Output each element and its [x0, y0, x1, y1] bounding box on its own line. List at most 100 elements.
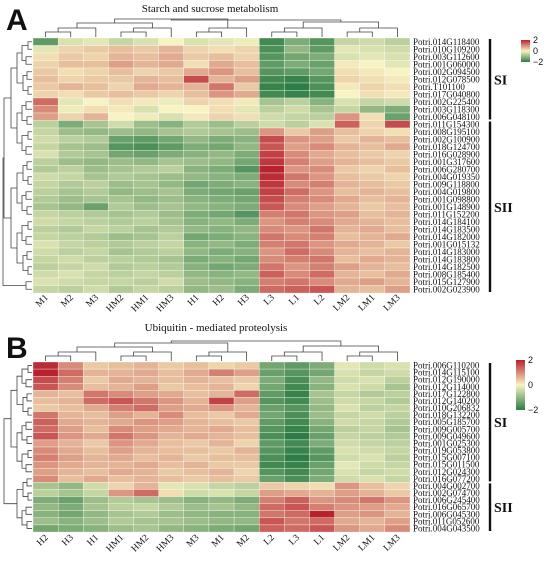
heatmap-cell — [233, 232, 260, 241]
heatmap-cell — [57, 453, 84, 462]
heatmap-cell — [183, 45, 210, 54]
row-label: Potri.014G184100 — [413, 217, 480, 227]
heatmap-cell — [133, 165, 159, 174]
heatmap-cell — [57, 503, 84, 511]
heatmap-cell — [334, 127, 360, 136]
heatmap-cell — [32, 468, 59, 476]
row-label: Potri.019G053800 — [413, 446, 480, 456]
heatmap-cell — [158, 202, 185, 211]
heatmap-cell — [183, 468, 210, 476]
heatmap-cell — [83, 180, 109, 189]
heatmap-cell — [158, 489, 185, 497]
heatmap-cell — [233, 439, 260, 448]
heatmap-cell — [158, 418, 185, 426]
dendrogram-link — [346, 31, 373, 37]
heatmap-cell — [359, 82, 386, 91]
heatmap-cell — [57, 446, 84, 455]
heatmap-cell — [359, 524, 386, 533]
heatmap-cell — [334, 270, 360, 279]
heatmap-cell — [259, 82, 285, 91]
heatmap-cell — [32, 120, 59, 129]
heatmap-cell — [233, 210, 260, 219]
heatmap-cell — [108, 45, 134, 54]
dendrogram-link — [27, 450, 32, 459]
heatmap-cell — [233, 482, 260, 490]
heatmap-cell — [284, 368, 310, 377]
heatmap-cell — [359, 217, 386, 226]
heatmap-cell — [32, 180, 59, 189]
heatmap-cell — [83, 67, 109, 76]
heatmap-cell — [133, 390, 159, 398]
dendrogram-link — [26, 251, 32, 260]
heatmap-cell — [183, 285, 210, 294]
heatmap-cell — [83, 277, 109, 286]
heatmap-cell — [259, 453, 285, 462]
heatmap-cell — [108, 270, 134, 279]
heatmap-cell — [309, 75, 335, 84]
heatmap-cell — [309, 404, 335, 412]
heatmap-cell — [233, 368, 260, 377]
heatmap-cell — [309, 135, 335, 144]
heatmap-cell — [309, 432, 335, 441]
heatmap-cell — [384, 468, 411, 476]
heatmap-cell — [259, 247, 285, 256]
heatmap-cell — [259, 165, 285, 174]
heatmap-cell — [233, 112, 260, 121]
heatmap-cell — [57, 432, 84, 441]
heatmap-cell — [183, 397, 210, 405]
heatmap-cell — [259, 368, 285, 377]
heatmap-cell — [133, 404, 159, 412]
heatmap-cell — [384, 503, 411, 511]
heatmap-cell — [334, 375, 360, 384]
heatmap-cell — [359, 503, 386, 511]
heatmap-cell — [83, 496, 109, 504]
panel-a-heatmap-cells — [32, 37, 411, 294]
heatmap-cell — [133, 82, 159, 91]
heatmap-cell — [57, 247, 84, 256]
heatmap-cell — [183, 489, 210, 497]
dendrogram-link — [208, 351, 248, 361]
heatmap-cell — [133, 127, 159, 136]
heatmap-cell — [208, 232, 235, 241]
heatmap-cell — [359, 489, 386, 497]
heatmap-cell — [108, 105, 134, 114]
heatmap-cell — [384, 262, 411, 271]
heatmap-cell — [183, 217, 210, 226]
heatmap-cell — [57, 383, 84, 391]
row-label: Potri.006G245400 — [413, 495, 480, 505]
heatmap-cell — [233, 475, 260, 483]
heatmap-cell — [133, 468, 159, 476]
heatmap-cell — [83, 475, 109, 483]
heatmap-cell — [259, 517, 285, 526]
heatmap-cell — [259, 468, 285, 476]
heatmap-cell — [158, 52, 185, 61]
heatmap-cell — [83, 517, 109, 526]
heatmap-cell — [359, 150, 386, 159]
heatmap-cell — [259, 142, 285, 151]
heatmap-cell — [83, 439, 109, 448]
heatmap-cell — [208, 75, 235, 84]
heatmap-cell — [359, 60, 386, 69]
heatmap-cell — [259, 411, 285, 419]
heatmap-cell — [384, 418, 411, 426]
row-label: Potri.014G182500 — [413, 262, 480, 272]
heatmap-cell — [32, 247, 59, 256]
heatmap-cell — [359, 225, 386, 234]
row-label: Potri.008G195100 — [413, 127, 480, 137]
heatmap-cell — [133, 202, 159, 211]
dendrogram-link — [26, 520, 32, 529]
heatmap-cell — [233, 157, 260, 166]
dendrogram-link — [114, 342, 229, 352]
heatmap-cell — [334, 285, 360, 294]
heatmap-cell — [208, 52, 235, 61]
dendrogram-link — [21, 453, 28, 469]
heatmap-cell — [183, 524, 210, 533]
heatmap-cell — [334, 277, 360, 286]
heatmap-cell — [183, 37, 210, 46]
heatmap-cell — [158, 75, 185, 84]
row-label: Potri.002G023900 — [413, 284, 480, 294]
heatmap-cell — [57, 202, 84, 211]
heatmap-cell — [259, 180, 285, 189]
heatmap-cell — [384, 225, 411, 234]
heatmap-cell — [32, 202, 59, 211]
